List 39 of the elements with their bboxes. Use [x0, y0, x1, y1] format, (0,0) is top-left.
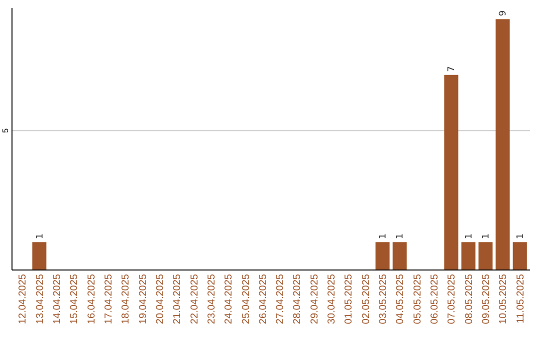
- data-label: 1: [396, 233, 406, 240]
- data-label: 1: [482, 233, 492, 240]
- data-label: 1: [464, 233, 474, 240]
- x-tick-label: 17.04.2025: [103, 274, 114, 324]
- data-label: 1: [378, 233, 389, 240]
- y-tick-label: 5: [1, 128, 10, 133]
- x-tick-label: 26.04.2025: [258, 274, 269, 324]
- x-tick-label: 15.04.2025: [69, 274, 80, 324]
- x-tick-label: 03.05.2025: [378, 274, 390, 324]
- data-label: 7: [447, 66, 458, 72]
- x-tick-label: 23.04.2025: [206, 274, 218, 324]
- x-tick-label: 04.05.2025: [395, 274, 406, 324]
- x-tick-label: 16.04.2025: [86, 274, 98, 324]
- data-label: 1: [35, 233, 46, 240]
- x-tick-label: 22.04.2025: [189, 274, 200, 324]
- x-tick-label: 05.05.2025: [412, 274, 424, 324]
- x-tick-label: 27.04.2025: [275, 274, 286, 324]
- x-tick-label: 07.05.2025: [446, 274, 458, 324]
- x-tick-label: 28.04.2025: [292, 274, 304, 324]
- data-label: 1: [516, 233, 526, 240]
- x-tick-label: 09.05.2025: [481, 274, 492, 324]
- x-tick-label: 02.05.2025: [360, 274, 372, 324]
- x-tick-label: 14.04.2025: [52, 274, 63, 324]
- x-tick-label: 25.04.2025: [240, 274, 252, 324]
- x-tick-label: 06.05.2025: [430, 274, 441, 324]
- x-tick-label: 29.04.2025: [309, 274, 320, 324]
- x-tick-label: 10.05.2025: [498, 274, 510, 324]
- x-tick-label: 19.04.2025: [138, 274, 149, 324]
- x-tick-label: 12.04.2025: [18, 274, 29, 324]
- x-tick-label: 01.05.2025: [344, 274, 355, 324]
- x-tick-label: 24.04.2025: [224, 274, 235, 324]
- x-tick-label: 20.04.2025: [154, 274, 166, 324]
- x-tick-label: 08.05.2025: [464, 274, 475, 324]
- x-tick-label: 11.05.2025: [515, 274, 526, 324]
- x-tick-label: 18.04.2025: [120, 274, 132, 324]
- data-label: 9: [498, 10, 509, 16]
- x-tick-label: 21.04.2025: [172, 274, 184, 324]
- x-tick-label: 13.04.2025: [34, 274, 46, 324]
- x-tick-label: 30.04.2025: [326, 274, 338, 324]
